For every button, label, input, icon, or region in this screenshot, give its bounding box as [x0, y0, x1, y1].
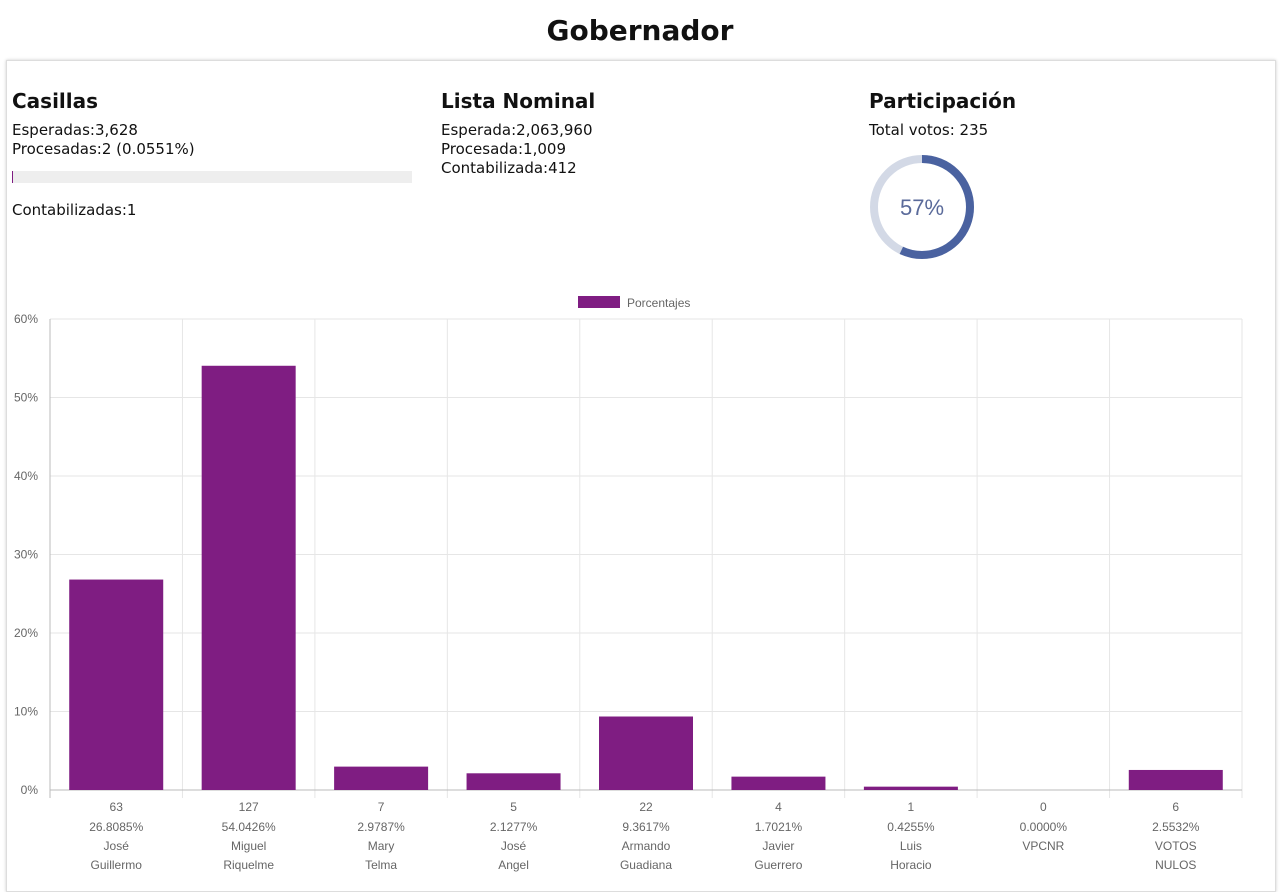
- x-percent-label: 1.7021%: [755, 820, 803, 834]
- bar[interactable]: [202, 366, 296, 790]
- bar[interactable]: [467, 773, 561, 790]
- x-name-label: Mary: [368, 839, 395, 853]
- legend-label[interactable]: Porcentajes: [627, 296, 690, 310]
- x-votes-label: 4: [775, 800, 782, 814]
- x-votes-label: 5: [510, 800, 517, 814]
- y-tick-label: 60%: [14, 312, 38, 326]
- x-percent-label: 2.9787%: [357, 820, 405, 834]
- x-percent-label: 9.3617%: [622, 820, 670, 834]
- x-votes-label: 1: [908, 800, 915, 814]
- x-votes-label: 6: [1172, 800, 1179, 814]
- x-name-label: Miguel: [231, 839, 266, 853]
- bar[interactable]: [1129, 770, 1223, 790]
- x-name-label: Luis: [900, 839, 922, 853]
- x-name-label: Javier: [762, 839, 794, 853]
- x-name-label: José: [501, 839, 527, 853]
- bar[interactable]: [69, 580, 163, 790]
- bar[interactable]: [334, 767, 428, 790]
- x-name-label: Guadiana: [620, 858, 672, 872]
- x-name-label: Armando: [622, 839, 671, 853]
- x-name-label: Guillermo: [91, 858, 143, 872]
- y-tick-label: 20%: [14, 626, 38, 640]
- x-votes-label: 127: [239, 800, 259, 814]
- x-name-label: Telma: [365, 858, 397, 872]
- x-name-label: José: [104, 839, 130, 853]
- legend-swatch[interactable]: [578, 296, 620, 308]
- x-name-label: VPCNR: [1022, 839, 1064, 853]
- x-votes-label: 22: [639, 800, 653, 814]
- x-votes-label: 0: [1040, 800, 1047, 814]
- bar[interactable]: [864, 787, 958, 790]
- x-percent-label: 0.0000%: [1020, 820, 1068, 834]
- y-tick-label: 0%: [21, 783, 39, 797]
- x-votes-label: 7: [378, 800, 385, 814]
- x-percent-label: 26.8085%: [89, 820, 143, 834]
- x-percent-label: 54.0426%: [222, 820, 276, 834]
- x-name-label: NULOS: [1155, 858, 1196, 872]
- x-votes-label: 63: [110, 800, 124, 814]
- x-name-label: Guerrero: [754, 858, 802, 872]
- y-tick-label: 50%: [14, 391, 38, 405]
- x-name-label: Riquelme: [223, 858, 274, 872]
- bar[interactable]: [599, 717, 693, 790]
- x-percent-label: 0.4255%: [887, 820, 935, 834]
- y-tick-label: 40%: [14, 469, 38, 483]
- x-percent-label: 2.5532%: [1152, 820, 1200, 834]
- x-name-label: Angel: [498, 858, 529, 872]
- x-percent-label: 2.1277%: [490, 820, 538, 834]
- x-name-label: VOTOS: [1155, 839, 1197, 853]
- bar[interactable]: [731, 777, 825, 790]
- y-tick-label: 30%: [14, 548, 38, 562]
- x-name-label: Horacio: [890, 858, 932, 872]
- y-tick-label: 10%: [14, 705, 38, 719]
